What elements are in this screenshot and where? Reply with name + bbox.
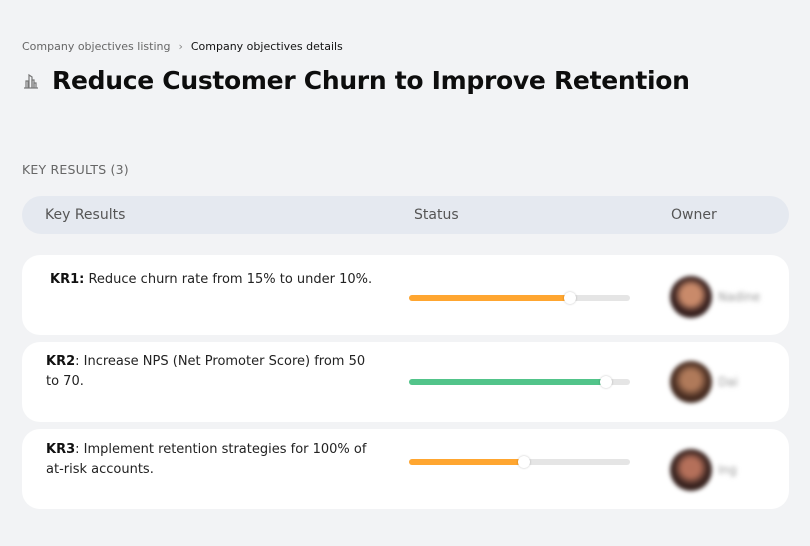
key-result-id: KR2 [46,354,76,369]
progress-slider[interactable] [409,456,630,468]
key-result-text: KR3: Implement retention strategies for … [46,440,381,480]
avatar [670,449,712,491]
owner-name: Nadine [718,290,761,304]
breadcrumb-objectives-details: Company objectives details [190,40,343,53]
key-result-text: KR1: Reduce churn rate from 15% to under… [50,270,385,290]
owner[interactable]: Nadine [670,276,760,318]
key-results-count-label: KEY RESULTS (3) [22,162,129,177]
page-title: Reduce Customer Churn to Improve Retenti… [52,66,690,95]
key-result-description: : Implement retention strategies for 100… [46,442,367,477]
progress-fill [409,379,606,385]
column-header-owner: Owner [671,207,717,223]
progress-slider[interactable] [409,292,630,304]
owner[interactable]: Dai [670,361,738,403]
key-result-id: KR1: [50,272,85,287]
key-result-row[interactable]: KR3: Implement retention strategies for … [22,429,789,509]
buildings-icon [22,71,42,91]
key-result-row[interactable]: KR1: Reduce churn rate from 15% to under… [22,255,789,335]
progress-thumb[interactable] [517,456,530,468]
key-result-description: Reduce churn rate from 15% to under 10%. [84,272,373,287]
key-result-description: : Increase NPS (Net Promoter Score) from… [46,354,366,389]
table-header: Key Results Status Owner [22,196,789,234]
progress-thumb[interactable] [564,292,577,304]
chevron-right-icon: › [178,40,183,53]
owner-name: Dai [718,375,738,389]
key-result-id: KR3 [46,442,76,457]
key-result-text: KR2: Increase NPS (Net Promoter Score) f… [46,352,381,392]
avatar [670,276,712,318]
breadcrumb-objectives-listing[interactable]: Company objectives listing [22,40,171,53]
progress-thumb[interactable] [599,376,612,388]
key-result-row[interactable]: KR2: Increase NPS (Net Promoter Score) f… [22,342,789,422]
column-header-status: Status [414,207,459,223]
progress-fill [409,295,571,301]
progress-fill [409,459,524,465]
owner[interactable]: Ing [670,449,737,491]
page-header: Reduce Customer Churn to Improve Retenti… [22,66,690,95]
progress-slider[interactable] [409,376,630,388]
owner-name: Ing [718,463,737,477]
breadcrumb: Company objectives listing › Company obj… [22,40,343,53]
avatar [670,361,712,403]
column-header-key-results: Key Results [45,207,126,223]
